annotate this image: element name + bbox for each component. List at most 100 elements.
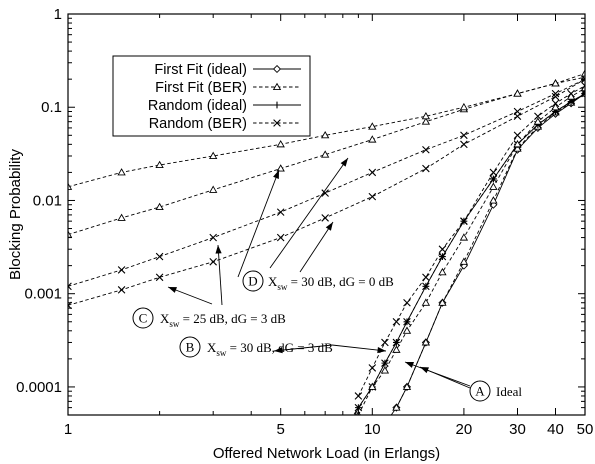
annotation-letter: D (248, 274, 257, 289)
annotation-circle (469, 380, 491, 402)
data-point (276, 164, 285, 172)
annotation-arrow (331, 344, 387, 352)
annotation-arrow (419, 366, 471, 389)
data-point (438, 245, 447, 254)
series-layer (68, 69, 585, 415)
data-point (551, 92, 560, 101)
annotation-arrowhead (168, 287, 177, 293)
data-point (489, 168, 498, 177)
data-point (460, 140, 468, 149)
data-point (421, 117, 431, 125)
x-tick-label: 5 (277, 421, 285, 438)
x-tick-label: 30 (509, 421, 526, 438)
annotation-arrowhead (377, 346, 386, 354)
data-point (320, 150, 330, 158)
data-point (438, 267, 447, 276)
data-point (380, 366, 390, 374)
annotation-label: Xsw = 25 dB, dG = 3 dB (160, 311, 286, 329)
data-point (155, 202, 164, 211)
data-point (513, 131, 522, 140)
data-point (580, 69, 585, 77)
data-point (354, 392, 363, 400)
annotation-arrowhead (340, 158, 348, 167)
data-point (321, 214, 329, 222)
data-point (155, 273, 164, 282)
data-point (513, 140, 522, 148)
y-tick-label: 1 (54, 6, 62, 23)
data-point (489, 182, 498, 190)
data-point (460, 131, 468, 140)
data-point (459, 102, 469, 111)
annotation-letter: C (139, 311, 148, 326)
data-point (489, 175, 498, 183)
data-point (459, 257, 469, 265)
data-point (513, 144, 522, 152)
data-point (392, 317, 401, 326)
annotation-letter: A (475, 384, 485, 399)
legend-marker (272, 64, 282, 74)
x-tick-label: 1 (64, 421, 72, 438)
data-point (422, 145, 430, 154)
annotation-circle (179, 336, 201, 358)
data-point (117, 168, 126, 176)
x-tick-label: 10 (364, 421, 381, 438)
data-point (459, 233, 469, 241)
annotation-label: Xsw = 30 dB, dG = 3 dB (207, 340, 333, 358)
data-point (321, 189, 329, 197)
legend-label: Random (BER) (149, 116, 247, 132)
series-line (68, 75, 585, 310)
data-point (403, 317, 411, 326)
data-point (276, 140, 285, 148)
data-point (368, 382, 377, 390)
data-point (68, 182, 73, 190)
data-point (368, 122, 377, 130)
data-point (392, 338, 401, 347)
annotation-arrow (237, 169, 280, 278)
data-point (460, 217, 468, 225)
data-point (368, 135, 377, 143)
annotation-arrowhead (215, 245, 222, 254)
data-point (392, 345, 401, 353)
annotation-arrowhead (274, 347, 283, 354)
annotation-label: Xsw = 30 dB, dG = 0 dB (268, 274, 394, 292)
data-point (551, 99, 560, 108)
data-point (368, 364, 377, 372)
annotation-circle (242, 270, 264, 292)
data-point (276, 233, 285, 242)
axes-layer: 1 5 10 20 30 40 50 0.0001 0.001 0.01 0.1 1 (16, 6, 593, 438)
y-tick-label: 0.001 (24, 286, 62, 303)
data-point (392, 403, 401, 411)
annotation-circle (132, 307, 154, 329)
data-point (403, 298, 411, 307)
data-point (489, 196, 498, 204)
data-point (566, 92, 576, 100)
data-point (534, 112, 542, 121)
legend-marker (273, 119, 281, 127)
data-point (155, 252, 164, 261)
legend-label: First Fit (ideal) (154, 62, 247, 78)
annotation-arrow (269, 157, 349, 269)
data-point (209, 151, 218, 159)
data-point (533, 117, 543, 125)
annotation-arrowhead (325, 222, 333, 231)
data-point (368, 168, 377, 177)
data-point (276, 208, 285, 216)
series-line (68, 69, 585, 190)
annotation-arrowhead (273, 170, 279, 179)
annotation-letter: B (186, 340, 195, 355)
x-tick-label: 40 (547, 421, 564, 438)
annotation-arrowhead (420, 367, 429, 374)
data-point (155, 160, 164, 169)
data-point (117, 213, 126, 221)
data-point (117, 286, 126, 294)
annotation-arrow (273, 344, 333, 352)
data-point (402, 382, 412, 390)
y-axis-label: Blocking Probability (7, 149, 24, 280)
y-tick-label: 0.1 (41, 99, 62, 116)
data-point (551, 102, 560, 111)
x-axis-label: Offered Network Load (in Erlangs) (213, 445, 440, 462)
legend-label: First Fit (BER) (155, 80, 247, 96)
data-point (513, 112, 522, 121)
data-point (581, 81, 585, 90)
